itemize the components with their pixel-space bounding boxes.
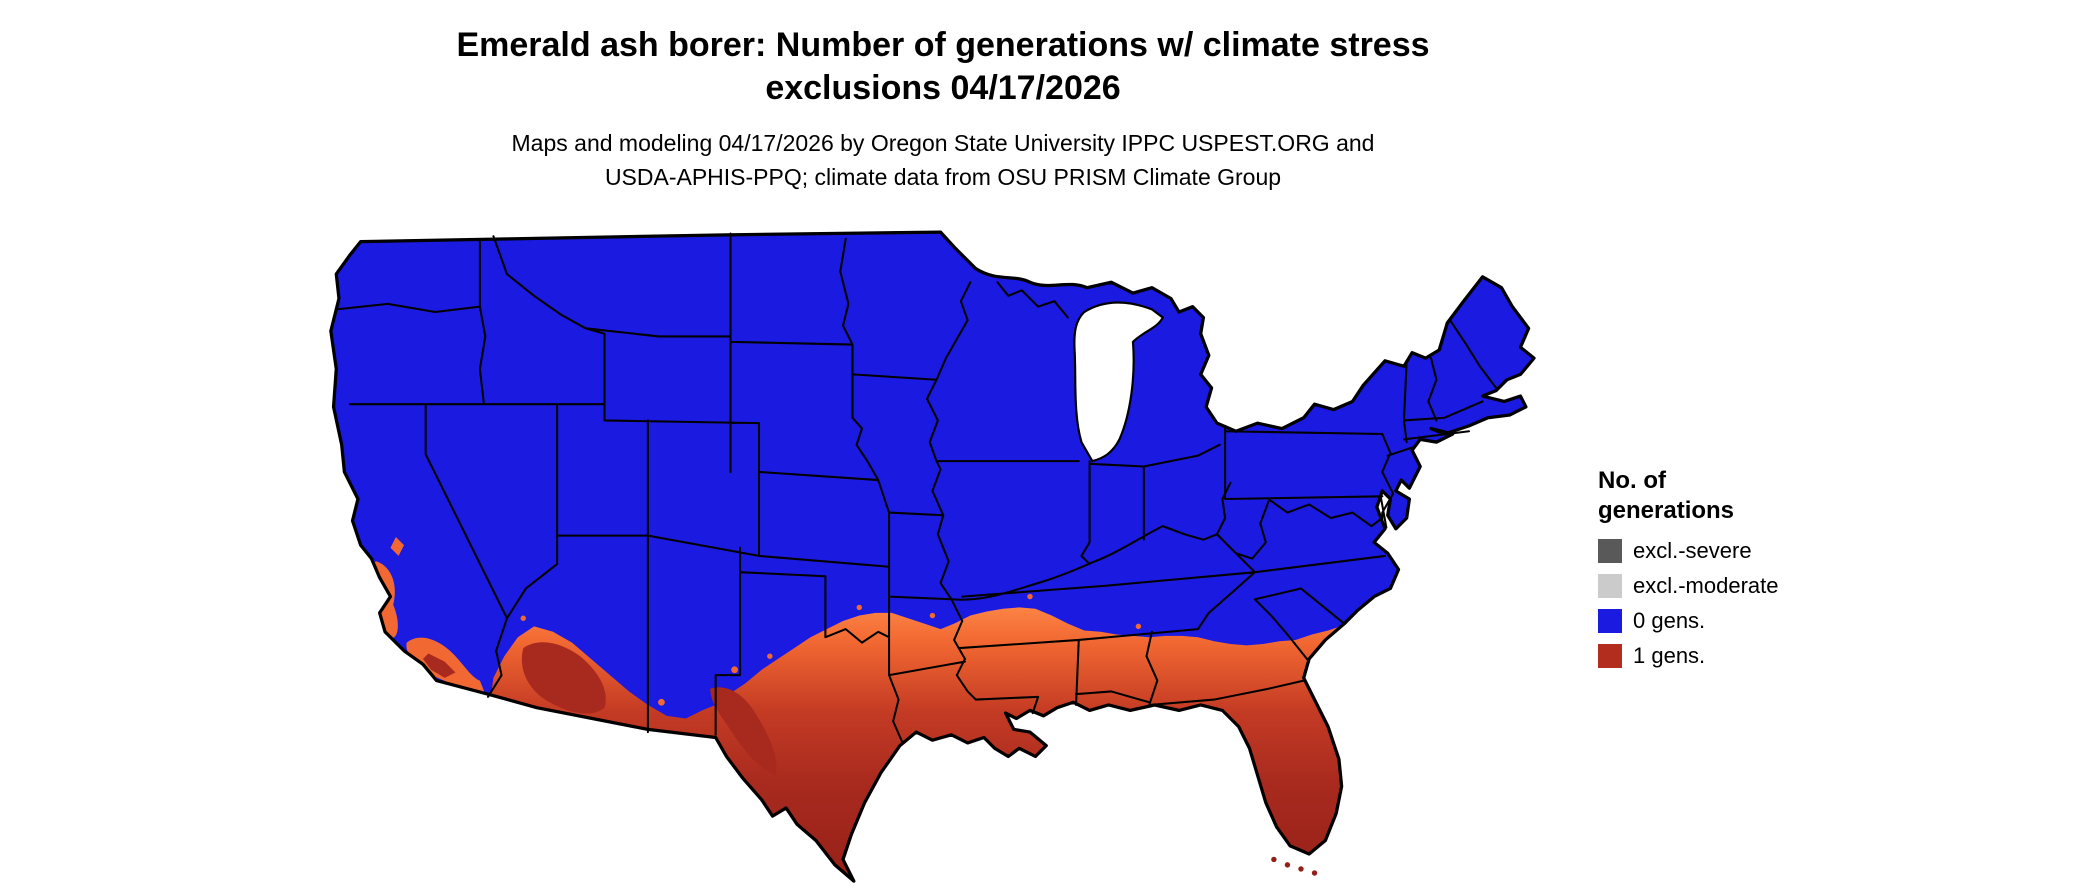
state-borders-west xyxy=(335,232,1080,744)
legend-title: No. of generations xyxy=(1598,466,1779,526)
us-outline xyxy=(329,230,1536,883)
legend-swatch-0-gens xyxy=(1598,609,1622,633)
legend-item-1-gens: 1 gens. xyxy=(1598,643,1779,669)
legend-item-0-gens: 0 gens. xyxy=(1598,608,1779,634)
legend-label-0-gens: 0 gens. xyxy=(1633,608,1706,633)
legend: No. of generations excl.-severe excl.-mo… xyxy=(1598,466,1779,678)
title-line-1: Emerald ash borer: Number of generations… xyxy=(456,26,1430,64)
legend-swatch-excl-moderate xyxy=(1598,574,1622,598)
map-container xyxy=(320,228,1553,892)
zone-1-gen-dark-cores xyxy=(422,642,777,776)
state-borders xyxy=(335,232,1498,744)
legend-swatch-excl-severe xyxy=(1598,539,1622,563)
legend-title-line-1: No. of xyxy=(1598,467,1666,494)
subtitle-line-1: Maps and modeling 04/17/2026 by Oregon S… xyxy=(511,130,1375,156)
legend-swatch-1-gens xyxy=(1598,644,1622,668)
legend-item-excl-severe: excl.-severe xyxy=(1598,538,1779,564)
zone-0-generations xyxy=(330,232,1535,882)
legend-item-excl-moderate: excl.-moderate xyxy=(1598,573,1779,599)
us-map xyxy=(329,230,1536,883)
florida-keys xyxy=(1271,856,1318,876)
legend-title-line-2: generations xyxy=(1598,497,1735,524)
legend-label-1-gens: 1 gens. xyxy=(1633,643,1706,668)
legend-label-excl-severe: excl.-severe xyxy=(1633,538,1752,563)
legend-label-excl-moderate: excl.-moderate xyxy=(1633,573,1779,598)
subtitle-line-2: USDA-APHIS-PPQ; climate data from OSU PR… xyxy=(604,164,1282,190)
title-line-2: exclusions 04/17/2026 xyxy=(765,69,1121,107)
lake-michigan xyxy=(1073,301,1165,463)
page-subtitle: Maps and modeling 04/17/2026 by Oregon S… xyxy=(0,126,1886,194)
state-borders-east xyxy=(950,281,1498,706)
page-title: Emerald ash borer: Number of generations… xyxy=(0,24,1886,110)
